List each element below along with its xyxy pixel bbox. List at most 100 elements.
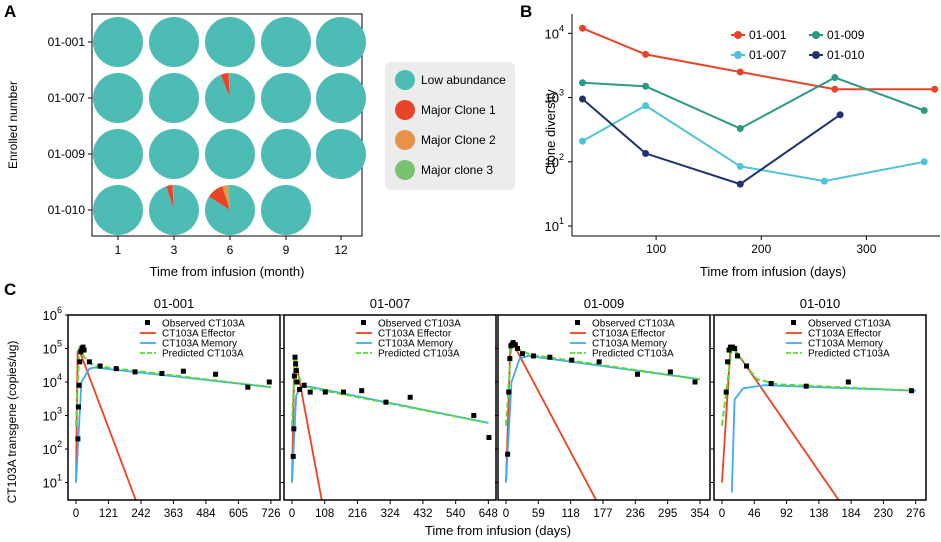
panel-a: A Enrolled number Time from infusion (mo… [4, 2, 515, 279]
x-tick-label: 177 [593, 508, 612, 520]
pie-slice [220, 73, 230, 98]
observed-point [768, 381, 774, 387]
panel-label-a: A [4, 2, 16, 21]
y-tick-base: 10 [43, 408, 57, 423]
legend-label: CT103A Memory [808, 339, 883, 350]
subplot-title: 01-009 [584, 296, 624, 311]
observed-point [383, 399, 389, 405]
legend-marker [791, 320, 796, 325]
data-point [642, 102, 650, 110]
legend-marker [734, 31, 742, 39]
pie-01-010-m1 [93, 185, 143, 235]
memory-curve [730, 384, 916, 493]
legend-label: Observed CT103A [808, 319, 891, 330]
legend-label: CT103A Memory [378, 339, 453, 350]
x-tick-label: 118 [561, 508, 579, 520]
panel-a-legend: Low abundance Major Clone 1 Major Clone 2 M… [385, 62, 515, 190]
effector-curve [721, 345, 840, 500]
pie-01-009-m3 [149, 129, 199, 179]
subplot-01-001: 01-001 0 121 242 363 484 605 726 Observed CT103A… [65, 296, 281, 520]
legend-label: Major clone 3 [421, 163, 493, 177]
predicted-curve [721, 344, 916, 426]
observed-point [292, 354, 298, 360]
y-tick-exponent: 2 [57, 439, 62, 449]
legend-label: CT103A Effector [162, 329, 236, 340]
observed-point [407, 394, 413, 400]
y-tick-exponent: 5 [57, 338, 62, 348]
y-tick-base: 10 [545, 91, 559, 106]
legend-swatch [395, 100, 415, 120]
y-tick-label: 104 [545, 23, 564, 41]
data-point [642, 82, 650, 90]
y-tick-label: 104 [43, 372, 62, 390]
observed-point [505, 451, 511, 457]
y-tick-label: 106 [43, 305, 62, 323]
y-tick-exponent: 4 [559, 23, 564, 33]
pie-01-001-m6 [205, 17, 255, 67]
data-point [820, 177, 828, 185]
pie-01-010-m6 [204, 185, 255, 235]
x-tick-label: 216 [348, 508, 367, 520]
y-tick-base: 10 [545, 155, 559, 170]
x-tick-label: 121 [99, 508, 118, 520]
panel-a-legend-box [385, 62, 515, 190]
series-01-007 [579, 102, 928, 185]
y-tick-base: 10 [43, 475, 57, 490]
y-tick-label: 01-007 [48, 91, 86, 105]
subplot-01-007: 01-007 0 108 216 324 432 540 648 Observed CT103A… [281, 296, 498, 520]
observed-point [734, 353, 740, 359]
pie-slice [261, 129, 311, 179]
x-tick-label: 300 [856, 242, 876, 256]
panel-a-frame [91, 13, 363, 237]
observed-point [159, 370, 165, 376]
pie-slice [261, 73, 311, 123]
x-tick-label: 0 [289, 508, 295, 520]
pie-slice [316, 129, 366, 179]
pie-slice [93, 17, 143, 67]
y-tick-exponent: 3 [57, 405, 62, 415]
observed-point [301, 382, 307, 388]
legend-marker [734, 51, 742, 59]
legend-swatch [395, 160, 415, 180]
legend-marker [575, 320, 580, 325]
panel-b-legend: 01-001 01-009 01-007 01-010 [731, 28, 865, 62]
y-tick-base: 10 [545, 219, 559, 234]
x-tick-label: 324 [381, 508, 401, 520]
pie-01-010-m3 [149, 185, 200, 235]
observed-point [291, 426, 297, 432]
y-tick-exponent: 6 [57, 305, 62, 315]
x-tick-label: 540 [446, 508, 465, 520]
data-point [642, 50, 650, 58]
y-tick-exponent: 3 [559, 88, 564, 98]
legend-label: Major Clone 2 [421, 133, 496, 147]
x-tick-label: 726 [261, 508, 280, 520]
observed-point [307, 389, 313, 395]
y-tick-exponent: 1 [57, 472, 62, 482]
pie-slice [205, 17, 255, 67]
observed-point [845, 379, 851, 385]
pie-slice [226, 185, 230, 210]
y-tick-exponent: 4 [57, 372, 62, 382]
data-point [920, 106, 928, 114]
y-tick-label: 105 [43, 338, 62, 356]
panel-b-ylabel: Clone diversity [543, 89, 558, 175]
x-tick-label: 0 [503, 508, 509, 520]
observed-point [293, 368, 299, 374]
pie-slice [166, 185, 174, 210]
x-tick-label: 200 [751, 242, 771, 256]
data-point [831, 74, 839, 82]
observed-point [506, 389, 512, 395]
observed-point [266, 379, 272, 385]
panel-label-c: C [4, 280, 16, 299]
pie-grid [93, 17, 366, 235]
observed-point [744, 363, 750, 369]
observed-point [471, 412, 477, 418]
y-tick-label: 01-001 [48, 35, 86, 49]
legend-marker [812, 31, 820, 39]
legend-label: 01-001 [749, 28, 787, 42]
x-tick-label: 276 [906, 508, 925, 520]
panel-label-b: B [520, 2, 532, 21]
x-tick-label: 648 [479, 508, 498, 520]
subplot-title: 01-010 [800, 296, 840, 311]
observed-point [75, 436, 81, 442]
